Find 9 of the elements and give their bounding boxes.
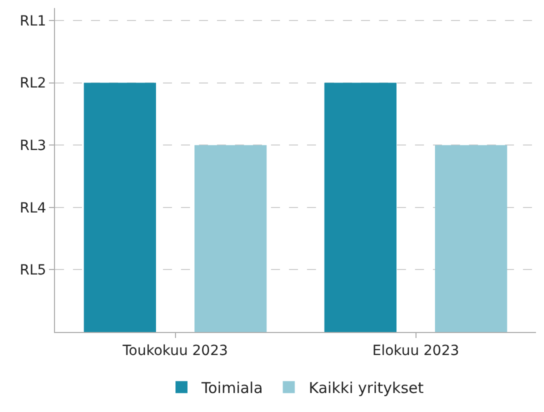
text: RL2 [20, 76, 46, 92]
text: RL5 [20, 262, 46, 279]
legend-label: Kaikki yritykset [308, 378, 424, 397]
text: RL4 [20, 200, 46, 216]
text: RL1 [20, 13, 46, 30]
text: RL3 [20, 138, 46, 154]
x-tick-label: Elokuu 2023 [372, 342, 460, 359]
x-tick-label: Toukokuu 2023 [122, 342, 228, 359]
legend-label: Toimiala [200, 378, 263, 397]
